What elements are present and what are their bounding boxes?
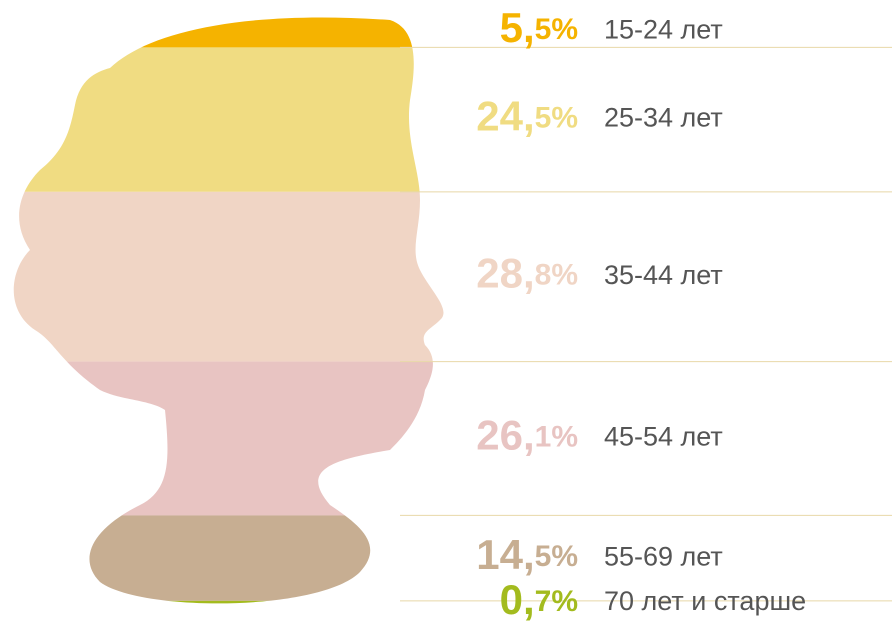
age-label: 35-44 лет: [604, 260, 723, 290]
age-label: 45-54 лет: [604, 422, 723, 452]
age-label: 25-34 лет: [604, 103, 723, 133]
value-label: 0,7%: [500, 576, 578, 623]
value-label: 26,1%: [476, 412, 578, 459]
age-band: [0, 15, 460, 47]
age-label: 15-24 лет: [604, 14, 723, 44]
value-label: 14,5%: [476, 531, 578, 578]
age-band: [0, 601, 460, 605]
age-band: [0, 47, 460, 191]
age-label: 55-69 лет: [604, 541, 723, 571]
age-band: [0, 362, 460, 516]
page: 5,5% 15-24 лет 24,5% 25-34 лет 28,8% 35-44 ле…: [0, 0, 892, 624]
age-band: [0, 192, 460, 362]
value-label: 24,5%: [476, 93, 578, 140]
chart: 5,5% 15-24 лет 24,5% 25-34 лет 28,8% 35-44 ле…: [0, 0, 892, 624]
value-label: 28,8%: [476, 250, 578, 297]
head-silhouette: [0, 15, 460, 605]
age-band: [0, 515, 460, 600]
value-label: 5,5%: [500, 4, 578, 51]
age-label: 70 лет и старше: [604, 586, 806, 616]
